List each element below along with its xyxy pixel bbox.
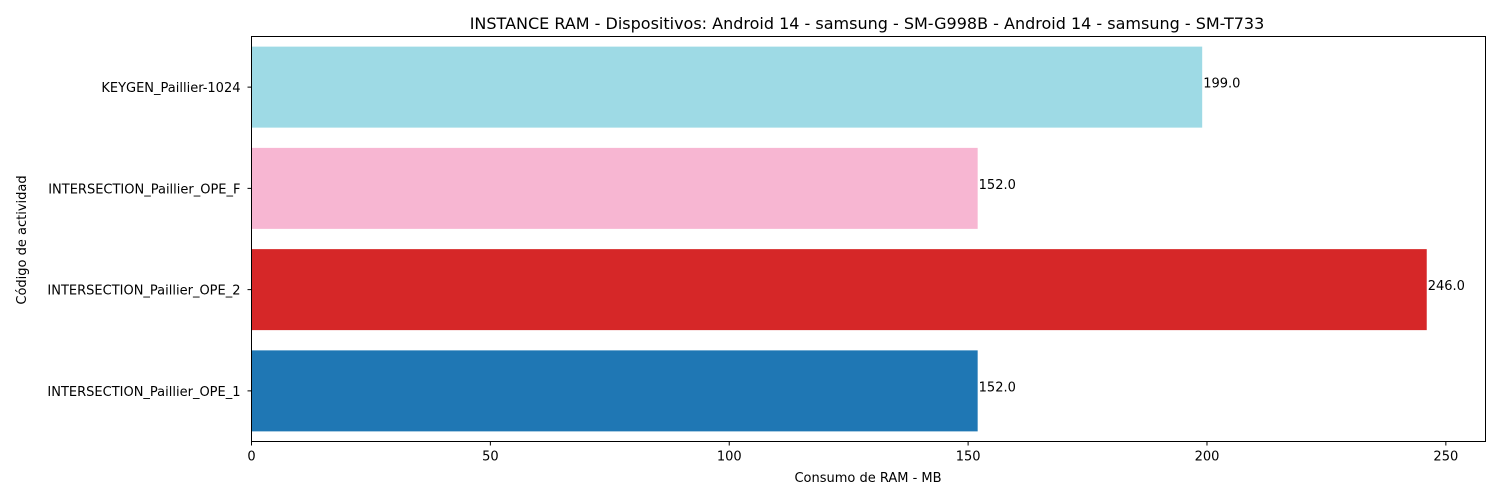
bar-INTERSECTION_Paillier_OPE_1 <box>251 350 978 432</box>
x-tick-label: 100 <box>717 450 742 465</box>
y-tick-label: INTERSECTION_Paillier_OPE_2 <box>47 284 240 299</box>
y-axis-label: Código de actividad <box>15 175 30 304</box>
bar-INTERSECTION_Paillier_OPE_2 <box>251 249 1427 331</box>
bar-value-label: 152.0 <box>979 380 1016 395</box>
x-tick-label: 50 <box>482 450 499 465</box>
x-tick-label: 150 <box>956 450 981 465</box>
y-axis-ticks: INTERSECTION_Paillier_OPE_1 INTERSECTION_… <box>47 81 252 400</box>
bar-value-label: 152.0 <box>979 178 1016 193</box>
y-tick-label: INTERSECTION_Paillier_OPE_F <box>48 182 240 197</box>
y-tick-label: KEYGEN_Paillier-1024 <box>101 81 240 96</box>
chart-title: INSTANCE RAM - Dispositivos: Android 14 … <box>470 14 1265 33</box>
bars-group: 152.0 246.0 152.0 199.0 <box>251 46 1465 432</box>
x-axis-ticks: 0 50 100 150 200 250 <box>247 441 1458 465</box>
x-tick-label: 0 <box>247 450 255 465</box>
bar-KEYGEN_Paillier-1024 <box>251 46 1203 128</box>
x-tick-label: 200 <box>1195 450 1220 465</box>
bar-value-label: 199.0 <box>1203 77 1240 92</box>
plot-area-frame <box>251 36 1486 442</box>
x-axis-label: Consumo de RAM - MB <box>794 471 941 486</box>
x-tick-label: 250 <box>1433 450 1458 465</box>
bar-value-label: 246.0 <box>1428 279 1465 294</box>
bar-INTERSECTION_Paillier_OPE_F <box>251 147 978 229</box>
y-tick-label: INTERSECTION_Paillier_OPE_1 <box>47 385 240 400</box>
